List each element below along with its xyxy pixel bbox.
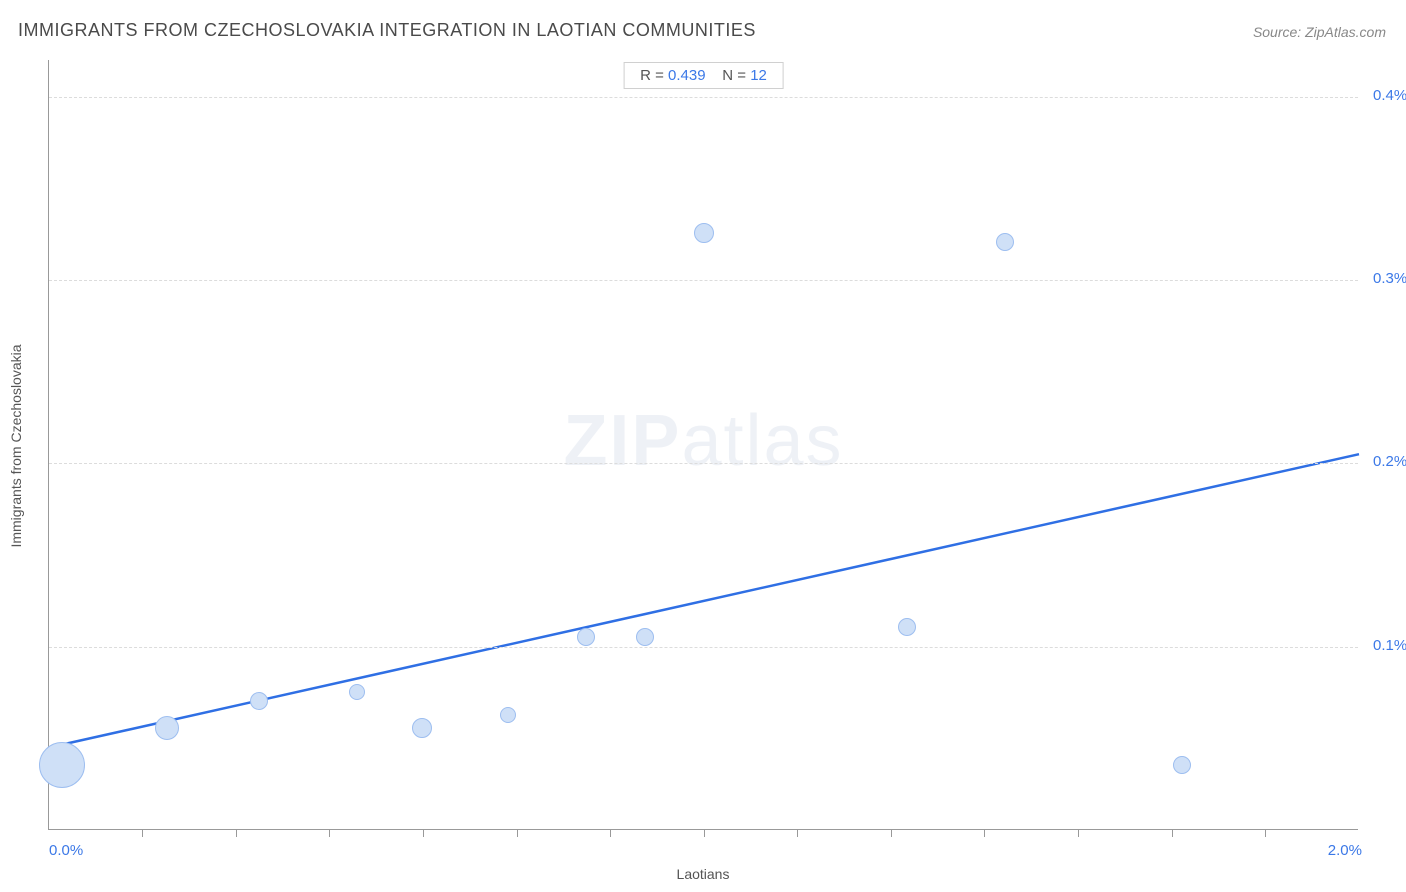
data-point [155,716,179,740]
gridline-h [49,97,1358,98]
data-point [349,684,365,700]
data-point [996,233,1014,251]
data-point [694,223,714,243]
y-axis-label: Immigrants from Czechoslovakia [8,344,24,547]
x-tick [610,829,611,837]
x-axis-label: Laotians [677,866,730,882]
trend-line-layer [49,60,1358,829]
data-point [39,742,85,788]
trend-line [49,454,1359,747]
chart-container: IMMIGRANTS FROM CZECHOSLOVAKIA INTEGRATI… [0,0,1406,892]
x-tick [517,829,518,837]
x-tick [984,829,985,837]
data-point [1173,756,1191,774]
x-tick [236,829,237,837]
data-point [412,718,432,738]
source-prefix: Source: [1253,24,1305,40]
x-tick [797,829,798,837]
y-tick-label: 0.2% [1373,453,1406,470]
plot-area: R = 0.439 N = 12 ZIPatlas 0.1%0.2%0.3%0.… [48,60,1358,830]
chart-title: IMMIGRANTS FROM CZECHOSLOVAKIA INTEGRATI… [18,20,756,41]
data-point [250,692,268,710]
y-tick-label: 0.4% [1373,87,1406,104]
x-tick [1172,829,1173,837]
x-tick [891,829,892,837]
x-tick [329,829,330,837]
x-tick [423,829,424,837]
data-point [500,707,516,723]
x-max-label: 2.0% [1328,842,1362,859]
x-tick [704,829,705,837]
x-tick [1078,829,1079,837]
gridline-h [49,280,1358,281]
y-tick-label: 0.3% [1373,270,1406,287]
data-point [636,628,654,646]
x-tick [142,829,143,837]
source-name: ZipAtlas.com [1305,24,1386,40]
gridline-h [49,647,1358,648]
data-point [898,618,916,636]
data-point [577,628,595,646]
x-min-label: 0.0% [49,842,83,859]
source-attribution: Source: ZipAtlas.com [1253,24,1386,40]
x-tick [1265,829,1266,837]
y-tick-label: 0.1% [1373,637,1406,654]
gridline-h [49,463,1358,464]
